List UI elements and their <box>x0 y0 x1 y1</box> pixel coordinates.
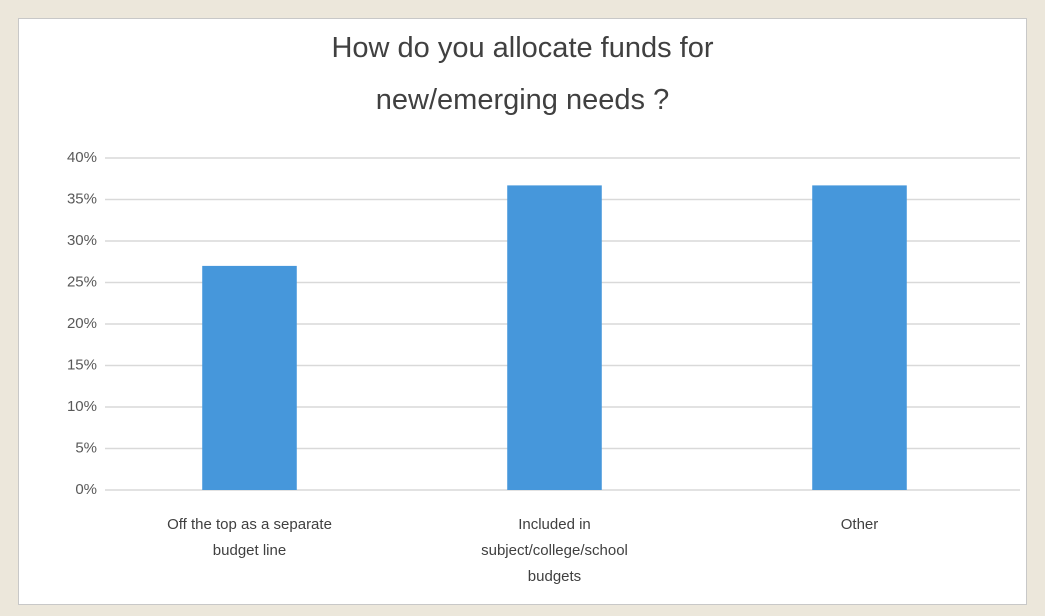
y-tick-label: 5% <box>75 439 97 456</box>
chart-title: new/emerging needs ? <box>375 84 670 116</box>
x-tick-label: Off the top as a separate budget line <box>167 516 332 559</box>
y-tick-label: 35% <box>67 190 97 207</box>
y-tick-label: 15% <box>67 356 97 373</box>
y-tick-label: 10% <box>67 398 97 415</box>
x-tick-label: Included in subject/college/school budge… <box>481 516 628 585</box>
bar <box>202 265 297 490</box>
bar <box>812 185 907 490</box>
y-tick-label: 30% <box>67 232 97 249</box>
chart-title: How do you allocate funds for <box>331 32 714 64</box>
y-tick-label: 40% <box>67 149 97 166</box>
bar <box>507 185 602 490</box>
y-tick-label: 0% <box>75 481 97 498</box>
y-tick-label: 20% <box>67 315 97 332</box>
x-tick-label: Other <box>840 516 879 533</box>
y-tick-label: 25% <box>67 273 97 290</box>
